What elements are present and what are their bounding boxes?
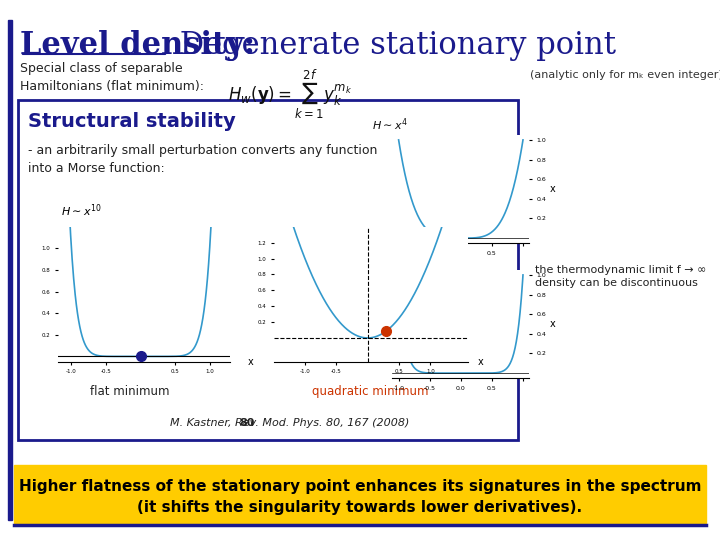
Text: $H \sim x^4$: $H \sim x^4$ [372, 117, 408, 133]
Text: flat minimum: flat minimum [90, 385, 170, 398]
Text: $H \sim x^{10}$: $H \sim x^{10}$ [61, 203, 102, 219]
FancyBboxPatch shape [18, 100, 518, 440]
Bar [14, 465, 706, 523]
Text: M. Kastner, Rev. Mod. Phys. 80, 167 (2008): M. Kastner, Rev. Mod. Phys. 80, 167 (200… [171, 418, 410, 428]
Text: quadratic minimum: quadratic minimum [312, 385, 428, 398]
Text: $H \sim x^{10}$: $H \sim x^{10}$ [372, 252, 413, 268]
Text: Special class of separable
Hamiltonians (flat minimum):: Special class of separable Hamiltonians … [20, 62, 204, 93]
Text: Structural stability: Structural stability [28, 112, 235, 131]
Text: $H_w(\mathbf{y}) = \sum_{k=1}^{2f} y_k^{m_k}$: $H_w(\mathbf{y}) = \sum_{k=1}^{2f} y_k^{… [228, 68, 352, 122]
Text: x: x [550, 319, 555, 329]
Text: the thermodynamic limit f → ∞
density can be discontinuous: the thermodynamic limit f → ∞ density ca… [535, 265, 706, 288]
Text: (analytic only for mₖ even integer): (analytic only for mₖ even integer) [530, 70, 720, 80]
Bar [8, 20, 12, 520]
Text: x: x [550, 184, 555, 194]
Text: Higher flatness of the stationary point enhances its signatures in the spectrum
: Higher flatness of the stationary point … [19, 479, 701, 515]
Text: - an arbitrarily small perturbation converts any function
into a Morse function:: - an arbitrarily small perturbation conv… [28, 144, 377, 175]
Text: x: x [248, 357, 253, 367]
Text: x: x [478, 357, 483, 367]
Text: Level density:: Level density: [20, 30, 255, 61]
Text: Degenerate stationary point: Degenerate stationary point [170, 30, 616, 61]
Text: 80: 80 [239, 418, 255, 428]
